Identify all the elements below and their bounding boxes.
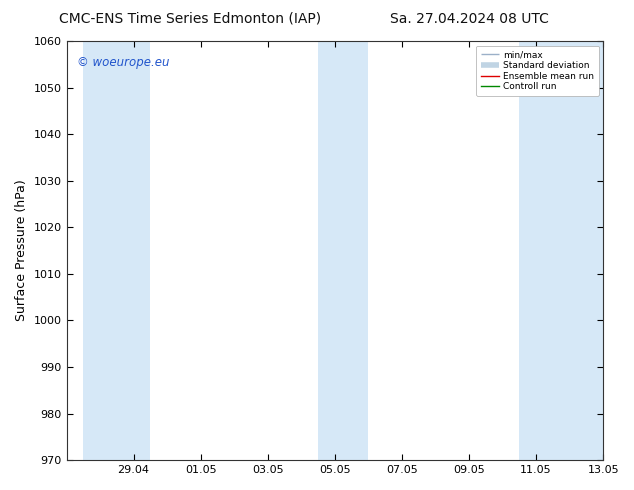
Y-axis label: Surface Pressure (hPa): Surface Pressure (hPa) bbox=[15, 180, 28, 321]
Text: Sa. 27.04.2024 08 UTC: Sa. 27.04.2024 08 UTC bbox=[390, 12, 548, 26]
Text: © woeurope.eu: © woeurope.eu bbox=[77, 56, 170, 69]
Text: CMC-ENS Time Series Edmonton (IAP): CMC-ENS Time Series Edmonton (IAP) bbox=[59, 12, 321, 26]
Legend: min/max, Standard deviation, Ensemble mean run, Controll run: min/max, Standard deviation, Ensemble me… bbox=[476, 46, 598, 96]
Bar bbox=[519, 41, 603, 460]
Bar bbox=[318, 41, 368, 460]
Bar bbox=[83, 41, 150, 460]
